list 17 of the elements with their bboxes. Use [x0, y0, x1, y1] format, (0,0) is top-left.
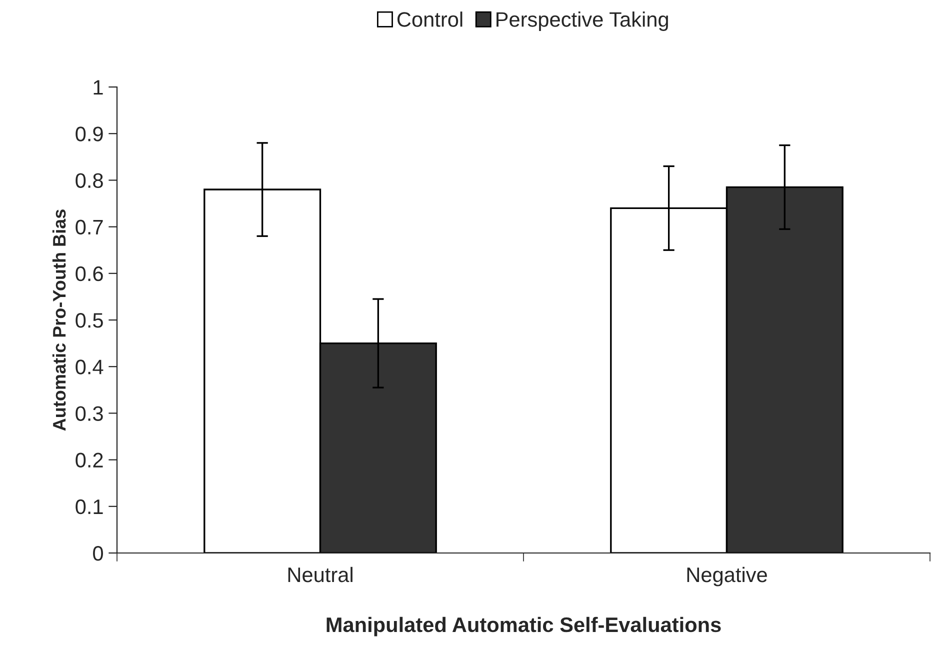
- y-tick-label: 0: [93, 546, 103, 561]
- y-tick-label: 0.7: [76, 220, 103, 235]
- y-tick-label: 0.3: [76, 406, 103, 421]
- x-tick-label: Negative: [687, 566, 767, 586]
- y-tick-label: 0.8: [76, 173, 103, 188]
- y-tick-label: 0.4: [76, 360, 104, 374]
- y-tick-label: 0.2: [76, 452, 103, 468]
- y-tick-label: 0.6: [76, 266, 103, 282]
- y-tick-label: 0.9: [76, 126, 103, 142]
- legend-label: Perspective Taking: [496, 12, 668, 31]
- x-axis-title: Manipulated Automatic Self-Evaluations: [326, 616, 721, 636]
- y-tick-label: 1: [94, 80, 103, 95]
- y-tick-label: 0.5: [76, 313, 103, 328]
- legend-label: Control: [397, 12, 462, 27]
- y-axis-title: Automatic Pro-Youth Bias: [52, 210, 66, 431]
- y-tick-label: 0.1: [76, 499, 103, 514]
- x-tick-label: Neutral: [288, 566, 352, 582]
